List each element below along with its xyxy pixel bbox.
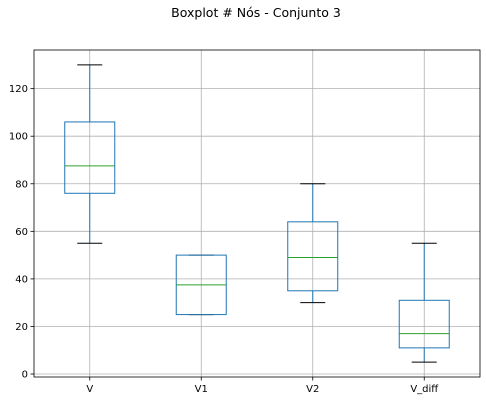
y-tick-label: 120 bbox=[9, 84, 28, 95]
box-v2 bbox=[287, 183, 339, 304]
y-tick-label: 100 bbox=[9, 132, 28, 143]
x-tick-label: V bbox=[86, 384, 93, 395]
y-tick-label: 80 bbox=[15, 179, 28, 190]
y-tick-label: 20 bbox=[15, 322, 28, 333]
box-v-diff bbox=[398, 242, 450, 363]
axes-frame bbox=[33, 49, 481, 378]
y-tick-label: 0 bbox=[22, 370, 28, 381]
grid bbox=[34, 50, 480, 377]
y-tick-label: 60 bbox=[15, 227, 28, 238]
iqr-box bbox=[287, 221, 339, 292]
box-v bbox=[64, 64, 116, 244]
y-tick-label: 40 bbox=[15, 274, 28, 285]
iqr-box bbox=[64, 121, 116, 194]
x-tick-label: V_diff bbox=[410, 384, 439, 395]
x-tick-label: V1 bbox=[195, 384, 208, 395]
iqr-box bbox=[398, 299, 450, 349]
x-tick-label: V2 bbox=[306, 384, 319, 395]
chart-title: Boxplot # Nós - Conjunto 3 bbox=[171, 5, 341, 20]
boxes bbox=[64, 64, 450, 363]
axis-ticks: 0 20 40 60 80 100 120 V V1 V2 V_diff bbox=[9, 84, 439, 395]
box-v1 bbox=[175, 254, 227, 316]
